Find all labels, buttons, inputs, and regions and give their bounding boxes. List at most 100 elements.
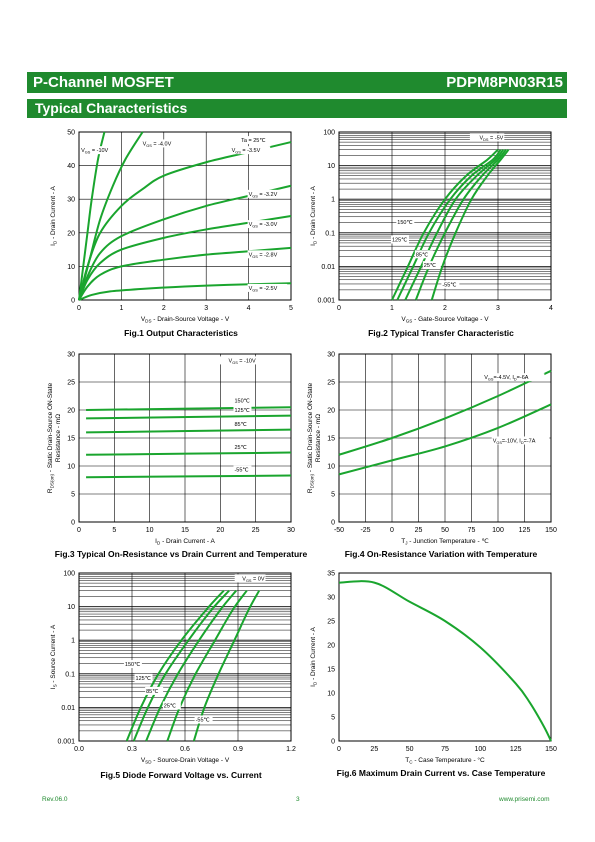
fig4-on-resistance-vs-temperature: -50 -25 0 25 50 75 100 125 150 0 5 10 15 20 25 30 TJ - J…: [297, 342, 593, 572]
series-line-4: [86, 451, 292, 456]
fig1-caption: Fig.1 Output Characteristics: [124, 328, 238, 338]
doc-header-part-number: PDPM8PN03R15: [446, 74, 563, 91]
plot-frame: [78, 353, 292, 523]
x-tick-label: 150: [545, 527, 557, 534]
x-tick-label: 125: [519, 527, 531, 534]
chart-annotation: Ta = 25℃: [241, 138, 266, 144]
y-tick-label: 30: [327, 352, 335, 359]
y-tick-label: 20: [327, 408, 335, 415]
fig6-max-drain-current-vs-case-temp: 0 25 50 75 100 125 150 0 5 10 15 20 25 30 35 TC - Case …: [297, 561, 593, 791]
series-label-bg: [247, 250, 288, 259]
x-tick-label: 20: [216, 527, 224, 534]
y-tick-label: 15: [327, 436, 335, 443]
grid: [78, 353, 292, 523]
series-label-bg: [123, 660, 142, 669]
x-axis-label: VDS - Drain-Source Voltage - V: [141, 316, 230, 324]
x-tick-label: 4: [549, 305, 553, 312]
x-tick-label: 0: [77, 527, 81, 534]
series-label-2: VGS = -4.0V: [143, 141, 172, 148]
series-line-2: [396, 148, 502, 301]
y-axis-label: ID - Drain Current - A: [310, 627, 318, 687]
chart-annotation: VGS = 0V: [242, 576, 265, 583]
series-line-2: [86, 414, 292, 420]
fig5-caption: Fig.5 Diode Forward Voltage vs. Current: [100, 770, 262, 780]
x-tick-label: 15: [181, 527, 189, 534]
x-tick-label: 75: [441, 746, 449, 753]
x-tick-label: 3: [204, 305, 208, 312]
y-tick-label: 1: [71, 638, 75, 645]
series-label-bg: [441, 280, 460, 289]
y-tick-label: 5: [71, 492, 75, 499]
fig2-transfer-characteristic: 0 1 2 3 4 0.001 0.01 0.1 1 10 100 VGS - Gate-Source…: [297, 120, 593, 350]
series-label-bg: [396, 218, 415, 227]
series-label-bg: [491, 436, 550, 445]
x-tick-label: 10: [146, 527, 154, 534]
x-tick-label: 0.3: [127, 746, 137, 753]
grid: [78, 573, 292, 742]
fig5-diode-forward-voltage: 0.0 0.3 0.6 0.9 1.2 0.001 0.01 0.1 1 10 100 VSD - S…: [37, 561, 333, 791]
series-label-bg: [247, 283, 288, 292]
chart-annotation: VGS = -10V: [229, 358, 256, 365]
annotation-bg: [469, 133, 505, 142]
y-axis-label: RDS(on) - Static Drain-Source ON-State: [307, 383, 315, 494]
series-label-bg: [422, 261, 441, 270]
series-label-3: 85℃: [234, 422, 247, 428]
y-tick-label: 10: [327, 464, 335, 471]
series-label-5: VGS = -3.0V: [249, 222, 278, 229]
y-tick-label: 5: [331, 715, 335, 722]
series-label-3: 85℃: [146, 689, 159, 695]
series-label-bg: [194, 715, 213, 724]
fig6-svg: 0 25 50 75 100 125 150 0 5 10 15 20 25 30 35 TC - Case …: [310, 571, 557, 765]
y-axis-label: ID - Drain Current - A: [310, 186, 318, 246]
y-tick-label: 15: [67, 436, 75, 443]
grid: [78, 131, 292, 301]
y-axis-label: Resistance - mΩ: [55, 414, 62, 462]
plot-frame: [338, 131, 552, 301]
x-tick-label: 150: [545, 746, 557, 753]
plot-frame: [338, 353, 552, 523]
series-label-1: 150℃: [397, 220, 413, 226]
x-tick-label: -50: [334, 527, 344, 534]
chart-annotation: VDS = -5V: [479, 135, 503, 142]
series-label-bg: [233, 443, 252, 452]
series-label-2: 125℃: [136, 676, 152, 682]
series-label-bg: [80, 146, 117, 155]
y-tick-label: 0.001: [57, 739, 75, 746]
fig5-svg: 0.0 0.3 0.6 0.9 1.2 0.001 0.01 0.1 1 10 100 VSD - S…: [50, 571, 296, 765]
series-line-1: [78, 131, 106, 301]
y-tick-label: 35: [327, 571, 335, 578]
x-axis-label: VSD - Source-Drain Voltage - V: [141, 757, 230, 765]
annotation-bg: [218, 356, 257, 365]
y-axis-label: ID - Drain Current - A: [50, 186, 58, 246]
series-label-bg: [233, 396, 252, 405]
plot-frame: [78, 572, 292, 742]
y-tick-label: 100: [323, 130, 335, 137]
fig3-svg: 0 5 10 15 20 25 30 0 5 10 15 20 25 30 ID - Drain Curre…: [47, 352, 295, 546]
series-label-6: VGS = -2.8V: [249, 252, 278, 259]
y-tick-label: 30: [67, 352, 75, 359]
x-tick-label: 0: [390, 527, 394, 534]
series-line-4: [166, 589, 248, 742]
x-tick-label: 5: [112, 527, 116, 534]
series-label-bg: [414, 250, 433, 259]
series-line-2: [338, 403, 552, 476]
series-label-bg: [141, 139, 182, 148]
x-tick-label: -25: [360, 527, 370, 534]
plot-frame: [338, 572, 552, 742]
fig3-on-resistance-vs-current: 0 5 10 15 20 25 30 0 5 10 15 20 25 30 ID - Drain Curre…: [37, 342, 333, 572]
series-line-3: [86, 428, 292, 434]
series-line-5: [78, 215, 292, 301]
x-tick-label: 25: [415, 527, 423, 534]
x-tick-label: 1: [390, 305, 394, 312]
y-tick-label: 10: [327, 691, 335, 698]
x-tick-label: 5: [289, 305, 293, 312]
x-tick-label: 1.2: [286, 746, 296, 753]
x-tick-label: 2: [162, 305, 166, 312]
y-tick-label: 20: [327, 643, 335, 650]
series-label-5: -55℃: [234, 468, 249, 474]
y-tick-label: 0: [331, 739, 335, 746]
series-line-1: [338, 369, 552, 456]
series-label-3: VGS = -3.5V: [232, 148, 261, 155]
series-label-1: VGS=-4.5V, ID=-6A: [484, 375, 529, 382]
y-tick-label: 0.1: [325, 230, 335, 237]
